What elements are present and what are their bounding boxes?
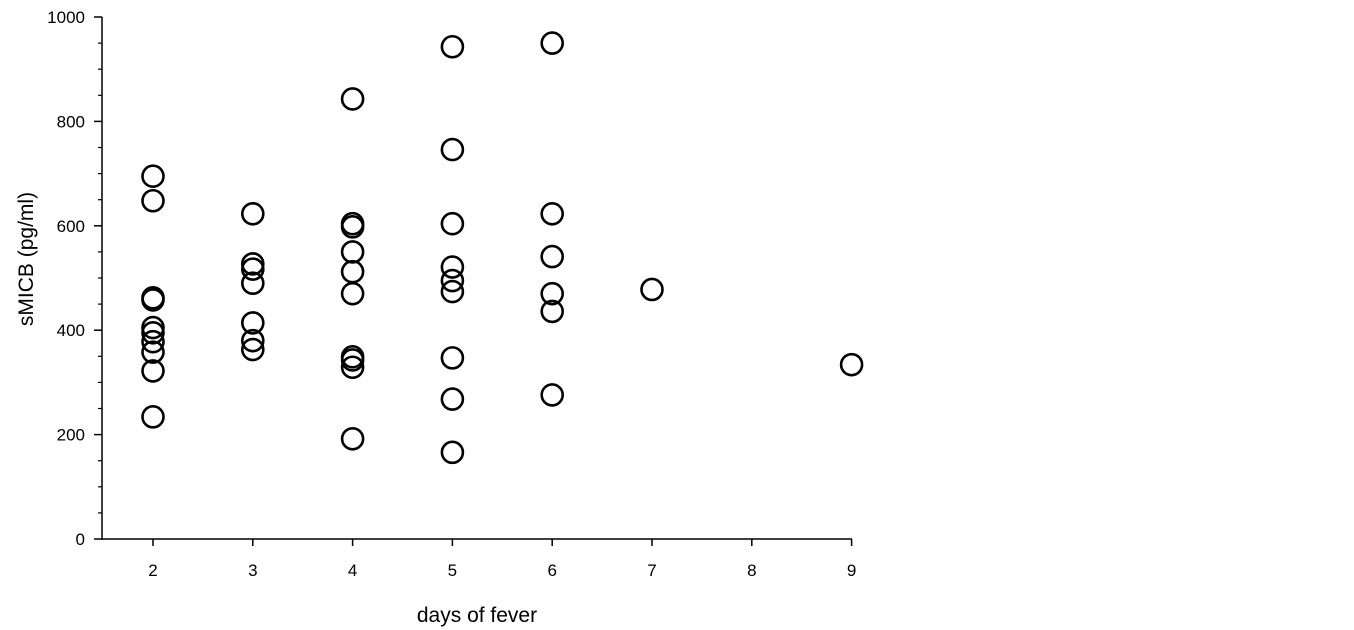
x-tick-label: 4 (348, 561, 357, 580)
data-point (340, 215, 365, 239)
data-point (540, 281, 565, 306)
x-tick-label: 3 (248, 561, 257, 580)
data-point (540, 31, 565, 55)
y-axis-title: sMICB (pg/ml) (15, 192, 38, 326)
data-point (141, 329, 165, 354)
data-point (241, 257, 265, 281)
data-point (241, 328, 265, 353)
data-point (141, 164, 165, 189)
y-tick-label: 1000 (47, 8, 85, 27)
data-point (141, 288, 165, 312)
x-tick-label: 8 (747, 561, 756, 580)
data-point (839, 352, 864, 377)
tick-labels: 0 200 400 600 800 1000 2 3 4 5 6 7 8 9 (47, 8, 856, 580)
data-point (141, 188, 165, 213)
y-tick-label: 800 (57, 112, 85, 131)
data-point (141, 321, 165, 345)
data-point (440, 255, 465, 279)
data-points (141, 31, 864, 465)
data-point (340, 426, 365, 451)
x-tick-label: 6 (547, 561, 556, 580)
data-point (340, 259, 365, 284)
y-tick-label: 400 (57, 321, 85, 340)
data-point (440, 346, 465, 370)
data-point (440, 387, 465, 411)
data-point (440, 137, 465, 162)
data-point (440, 268, 465, 293)
data-point (241, 337, 265, 362)
y-tick-label: 600 (57, 217, 85, 236)
data-point (340, 348, 365, 372)
data-point (340, 355, 365, 380)
x-tick-label: 9 (847, 561, 856, 580)
x-tick-label: 5 (448, 561, 457, 580)
data-point (241, 271, 265, 296)
data-point (241, 252, 265, 276)
data-point (241, 311, 265, 335)
data-point (540, 383, 565, 407)
y-tick-label: 200 (57, 426, 85, 445)
data-point (440, 440, 465, 465)
data-point (440, 211, 465, 236)
data-point (540, 244, 565, 269)
data-point (340, 87, 365, 111)
data-point (340, 281, 365, 306)
data-point (141, 359, 165, 383)
axes (101, 17, 852, 540)
data-point (141, 340, 165, 364)
data-point (340, 240, 365, 264)
x-axis-title: days of fever (417, 604, 537, 627)
data-point (241, 201, 265, 226)
y-tick-label: 0 (76, 530, 85, 549)
x-tick-label: 7 (647, 561, 656, 580)
data-point (440, 279, 465, 304)
x-tick-label: 2 (148, 561, 157, 580)
data-point (540, 299, 565, 324)
tick-marks (94, 16, 853, 546)
data-point (540, 201, 565, 226)
data-point (141, 405, 165, 429)
data-point (640, 277, 664, 302)
data-point (440, 34, 465, 59)
